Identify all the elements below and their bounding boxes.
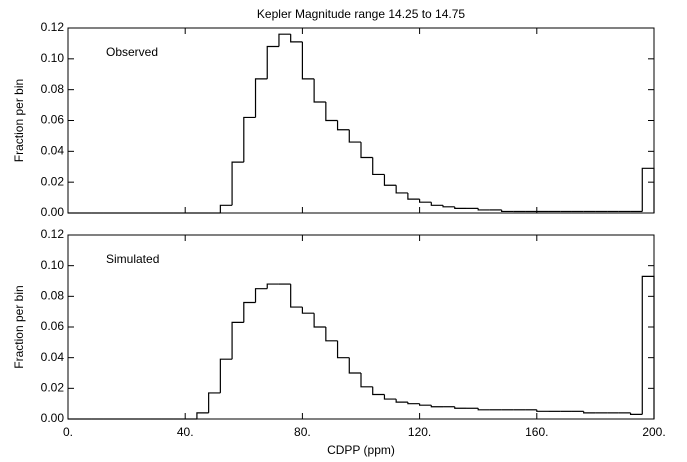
histogram-bin: [372, 157, 385, 176]
y-tick-label: 0.10: [41, 258, 65, 272]
histogram-bin: [301, 41, 315, 80]
x-tick-label: 120.: [408, 425, 431, 439]
histogram-bin: [395, 399, 408, 403]
y-tick-label: 0.04: [41, 350, 65, 364]
histogram-bin: [254, 288, 268, 303]
y-tick-label: 0.06: [41, 319, 65, 333]
y-tick-label: 0.12: [41, 227, 65, 241]
histogram-bin: [219, 358, 233, 393]
y-tick-label: 0.08: [41, 82, 65, 96]
histogram-bin: [442, 205, 455, 208]
histogram-bin: [313, 78, 326, 103]
histogram-bin: [395, 185, 408, 194]
y-axis-label: Fraction per bin: [12, 285, 26, 368]
histogram-bin: [430, 202, 444, 206]
y-tick-label: 0.04: [41, 144, 65, 158]
x-tick-label: 200.: [642, 425, 665, 439]
histogram-bin: [407, 192, 420, 200]
histogram-bin: [290, 34, 303, 43]
histogram-bin: [348, 357, 361, 374]
histogram-bin: [266, 283, 279, 289]
histogram-bin: [407, 402, 420, 405]
histogram-bin: [641, 167, 655, 213]
y-axis-label: Fraction per bin: [12, 79, 26, 162]
histogram-bin: [219, 204, 233, 213]
histogram-bin: [536, 409, 549, 412]
x-tick-label: 40.: [177, 425, 194, 439]
y-tick-label: 0.08: [41, 289, 65, 303]
histogram-bin: [325, 327, 338, 342]
histogram-bin: [583, 411, 596, 414]
x-tick-label: 0.: [63, 425, 73, 439]
histogram-bin: [290, 284, 303, 308]
histogram-bin: [313, 313, 326, 328]
histogram-bin: [477, 208, 490, 211]
histogram-bin: [301, 307, 315, 314]
histogram-bin: [278, 33, 291, 47]
x-axis-label: CDPP (ppm): [327, 443, 395, 457]
chart-title: Kepler Magnitude range 14.25 to 14.75: [257, 7, 465, 21]
histogram-bin: [336, 340, 350, 359]
histogram-bin: [454, 406, 467, 409]
histogram-bin: [348, 129, 361, 143]
histogram-bin: [629, 412, 643, 415]
histogram-bin: [360, 373, 373, 388]
histogram-bin: [477, 408, 490, 411]
histogram-bin: [454, 206, 467, 209]
histogram-bin: [419, 403, 432, 406]
y-tick-label: 0.00: [41, 205, 65, 219]
histogram-bin: [196, 412, 209, 419]
histogram-bin: [231, 161, 244, 206]
histogram-bin: [208, 392, 221, 413]
x-tick-label: 80.: [294, 425, 311, 439]
x-tick-label: 160.: [525, 425, 548, 439]
histogram-bin: [336, 120, 350, 131]
histogram-bin: [266, 45, 279, 79]
histogram-bin: [231, 321, 244, 360]
histogram-bin: [501, 209, 514, 213]
histogram-bin: [372, 386, 385, 396]
y-tick-label: 0.02: [41, 381, 65, 395]
histogram-bin: [641, 275, 655, 419]
y-tick-label: 0.00: [41, 411, 65, 425]
histogram-bin: [360, 142, 373, 159]
annotation: Simulated: [106, 252, 159, 266]
y-tick-label: 0.06: [41, 113, 65, 127]
annotation: Observed: [106, 45, 158, 59]
y-tick-label: 0.12: [41, 20, 65, 34]
histogram-bin: [243, 116, 256, 163]
histogram-bin: [419, 199, 432, 203]
y-tick-label: 0.02: [41, 174, 65, 188]
histogram-bin: [383, 394, 397, 400]
histogram-bin: [254, 78, 268, 118]
histogram-bin: [430, 405, 444, 408]
y-tick-label: 0.10: [41, 51, 65, 65]
histogram-bin: [325, 102, 338, 122]
histogram-bin: [243, 301, 256, 323]
histogram-bin: [383, 174, 397, 186]
